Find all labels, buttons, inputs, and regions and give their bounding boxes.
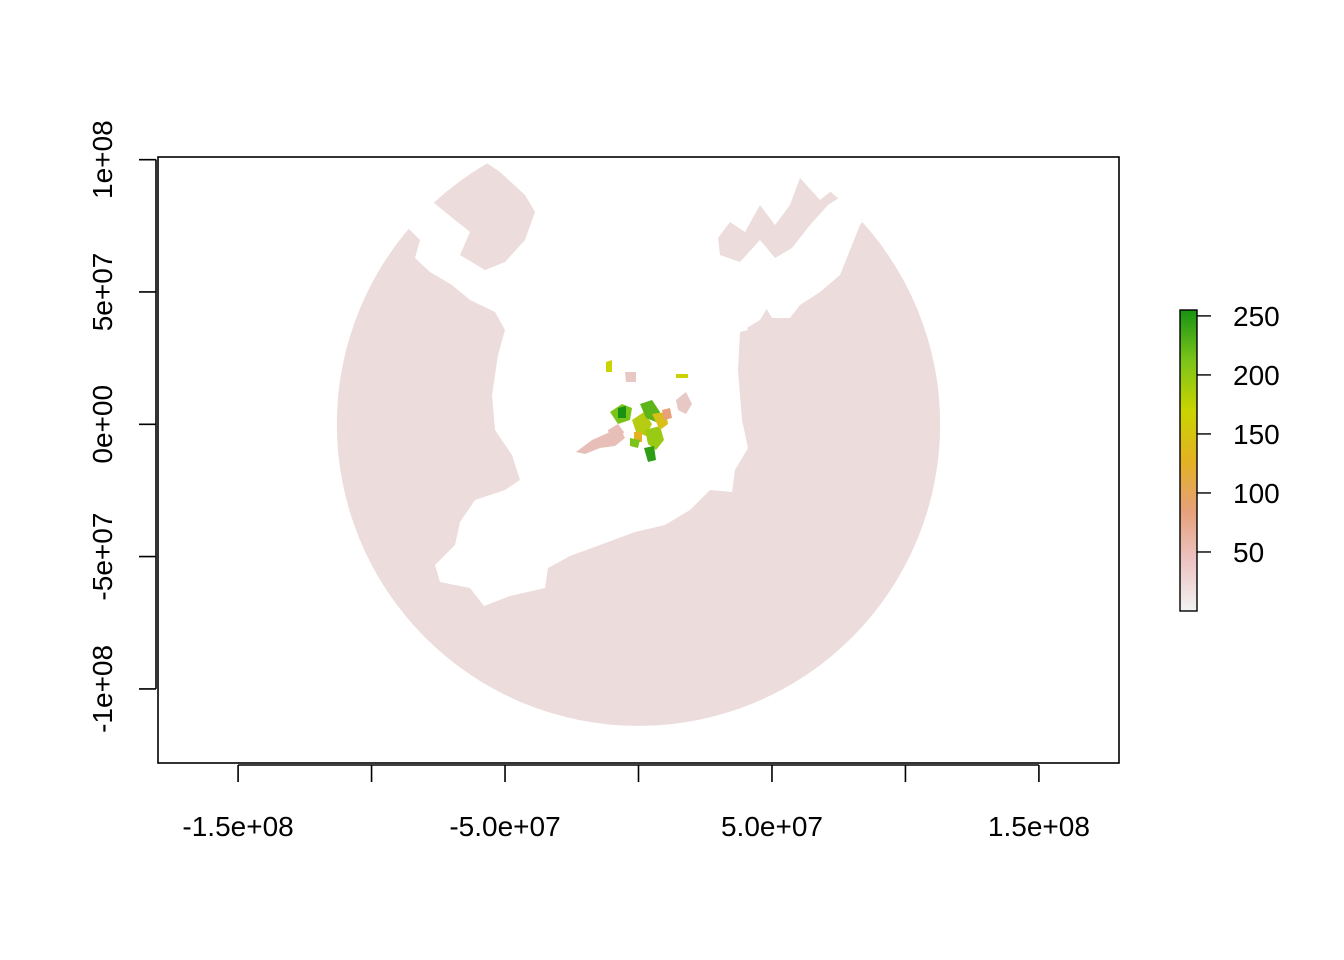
x-axis: -1.5e+08 -5.0e+07 5.0e+07 1.5e+08 [182, 764, 1090, 842]
raster-patch [618, 406, 626, 418]
raster-patch [645, 426, 664, 450]
x-tick-label: 1.5e+08 [988, 811, 1090, 842]
raster-patch [630, 438, 640, 448]
color-legend: 250 200 150 100 50 [1179, 301, 1280, 612]
raster-patch [625, 372, 636, 382]
raster-layer [336, 157, 941, 726]
legend-color-bar [1179, 309, 1198, 612]
raster-patch [676, 392, 692, 414]
raster-patch [676, 374, 688, 378]
x-tick-label: 5.0e+07 [721, 811, 823, 842]
central-patches [576, 360, 692, 462]
y-tick-label: 5e+07 [87, 253, 118, 332]
y-tick-label: 0e+00 [87, 385, 118, 464]
raster-patch [608, 424, 624, 442]
y-tick-label: -5e+07 [87, 513, 118, 601]
legend-tick-label: 250 [1233, 301, 1280, 332]
legend-tick-label: 100 [1233, 478, 1280, 509]
raster-patch [662, 408, 672, 420]
x-tick-label: -5.0e+07 [449, 811, 560, 842]
y-tick-label: 1e+08 [87, 120, 118, 199]
x-tick-label: -1.5e+08 [182, 811, 293, 842]
legend-ticks: 250 200 150 100 50 [1197, 301, 1280, 568]
legend-tick-label: 200 [1233, 360, 1280, 391]
no-data-streaks [740, 180, 875, 318]
raster-patch [644, 446, 656, 462]
legend-tick-label: 150 [1233, 419, 1280, 450]
plot-frame [157, 156, 1120, 764]
raster-patch [606, 360, 612, 372]
y-tick-label: -1e+08 [87, 645, 118, 733]
y-axis: 1e+08 5e+07 0e+00 -5e+07 -1e+08 [87, 120, 157, 733]
legend-tick-label: 50 [1233, 537, 1264, 568]
no-data-region [352, 157, 860, 606]
